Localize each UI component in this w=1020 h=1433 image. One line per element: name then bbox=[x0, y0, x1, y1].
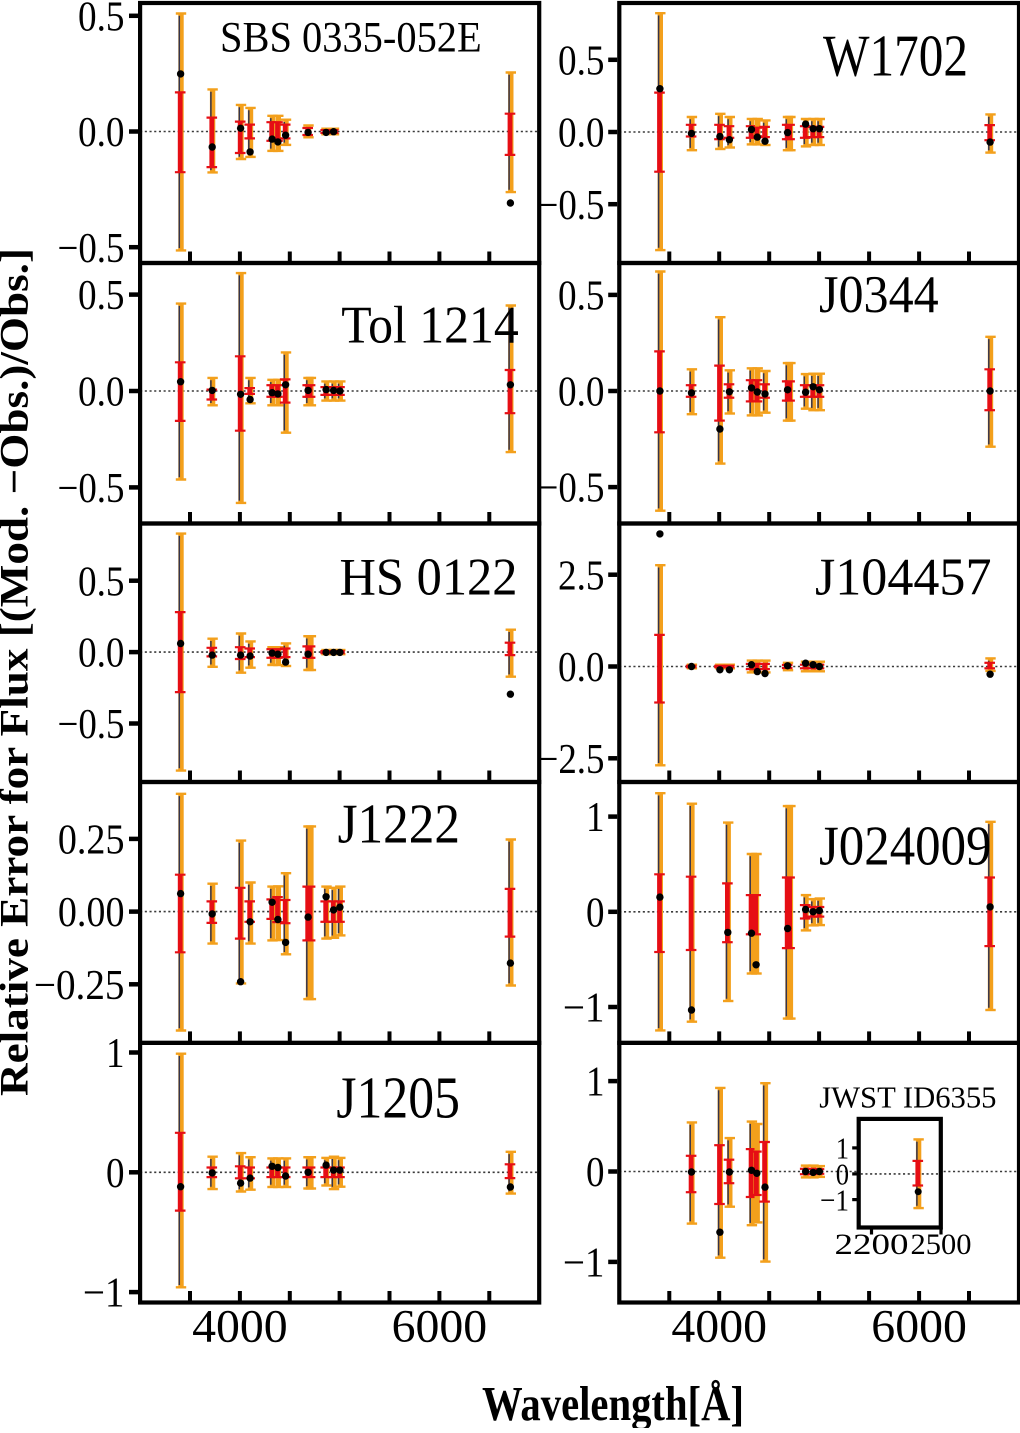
svg-text:2500: 2500 bbox=[911, 1228, 972, 1261]
svg-text:0.5: 0.5 bbox=[78, 0, 125, 40]
svg-text:0.0: 0.0 bbox=[558, 644, 605, 691]
svg-text:4000: 4000 bbox=[671, 1301, 767, 1353]
svg-text:0.0: 0.0 bbox=[558, 369, 605, 416]
svg-text:SBS 0335-052E: SBS 0335-052E bbox=[220, 15, 482, 62]
svg-text:−1: −1 bbox=[563, 985, 605, 1032]
svg-text:0.25: 0.25 bbox=[58, 817, 125, 864]
svg-text:Relative Error for Flux [(Mod.: Relative Error for Flux [(Mod. −Obs.)/Ob… bbox=[0, 248, 37, 1096]
svg-text:0.5: 0.5 bbox=[558, 273, 605, 320]
svg-text:Tol 1214: Tol 1214 bbox=[341, 296, 519, 354]
svg-text:2200: 2200 bbox=[835, 1228, 909, 1261]
svg-text:J024009: J024009 bbox=[819, 815, 992, 877]
svg-text:0.0: 0.0 bbox=[78, 630, 125, 677]
svg-text:−0.5: −0.5 bbox=[538, 465, 605, 512]
svg-text:6000: 6000 bbox=[871, 1301, 967, 1353]
svg-text:6000: 6000 bbox=[392, 1301, 488, 1353]
svg-text:0: 0 bbox=[836, 1157, 849, 1192]
svg-text:W1702: W1702 bbox=[823, 23, 968, 89]
svg-text:1: 1 bbox=[106, 1030, 125, 1077]
svg-text:JWST ID6355: JWST ID6355 bbox=[819, 1080, 996, 1115]
svg-text:0: 0 bbox=[586, 889, 605, 936]
svg-text:0.5: 0.5 bbox=[78, 272, 125, 319]
svg-text:0.0: 0.0 bbox=[78, 369, 125, 416]
svg-text:−0.5: −0.5 bbox=[58, 701, 125, 748]
svg-text:1: 1 bbox=[586, 794, 605, 841]
svg-text:0.5: 0.5 bbox=[558, 37, 605, 84]
svg-text:HS 0122: HS 0122 bbox=[340, 549, 518, 607]
svg-text:J104457: J104457 bbox=[815, 549, 992, 607]
svg-text:J0344: J0344 bbox=[819, 266, 939, 324]
svg-text:−0.5: −0.5 bbox=[58, 225, 125, 272]
svg-text:2.5: 2.5 bbox=[558, 552, 605, 599]
svg-text:0.00: 0.00 bbox=[58, 889, 125, 936]
svg-text:−0.5: −0.5 bbox=[538, 182, 605, 229]
svg-text:−0.5: −0.5 bbox=[58, 465, 125, 512]
svg-text:0.0: 0.0 bbox=[78, 109, 125, 156]
svg-text:0: 0 bbox=[106, 1150, 125, 1197]
svg-text:−1: −1 bbox=[83, 1270, 125, 1317]
svg-text:0.0: 0.0 bbox=[558, 110, 605, 157]
svg-text:Wavelength[Å]: Wavelength[Å] bbox=[482, 1378, 744, 1428]
svg-text:1: 1 bbox=[586, 1059, 605, 1106]
svg-text:0.5: 0.5 bbox=[78, 558, 125, 605]
svg-text:−1: −1 bbox=[563, 1240, 605, 1287]
svg-text:4000: 4000 bbox=[192, 1301, 288, 1353]
svg-text:−0.25: −0.25 bbox=[34, 962, 125, 1009]
svg-text:1: 1 bbox=[836, 1131, 849, 1166]
svg-text:−1: −1 bbox=[820, 1182, 849, 1217]
svg-text:0: 0 bbox=[586, 1149, 605, 1196]
svg-text:J1205: J1205 bbox=[336, 1064, 460, 1130]
svg-text:J1222: J1222 bbox=[338, 794, 460, 856]
svg-text:−2.5: −2.5 bbox=[538, 736, 605, 783]
